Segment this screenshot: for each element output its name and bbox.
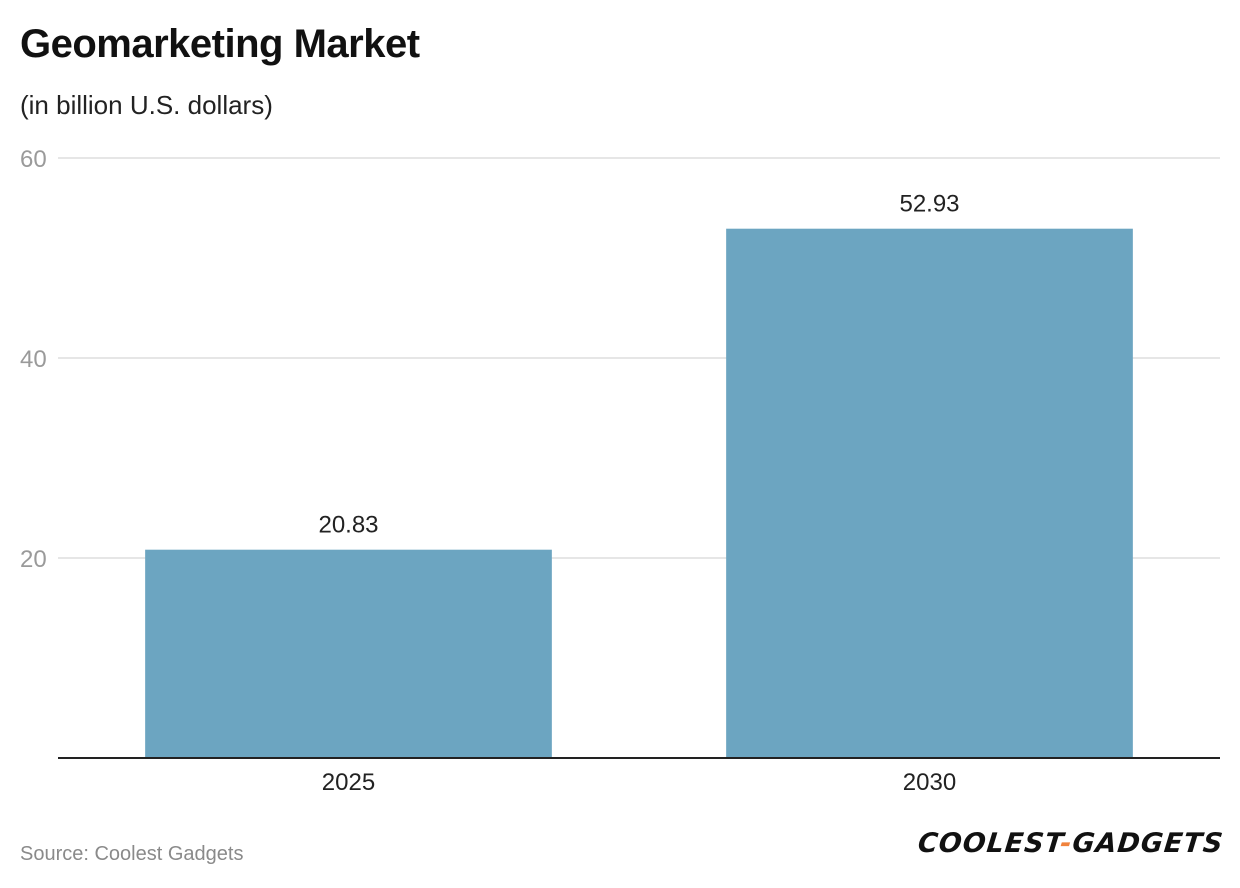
data-label-2030: 52.93 xyxy=(899,191,959,218)
data-label-2025: 20.83 xyxy=(318,512,378,539)
brand-logo: COOLEST-GADGETS xyxy=(916,828,1225,859)
source-note: Source: Coolest Gadgets xyxy=(20,843,244,865)
x-tick-label-2030: 2030 xyxy=(903,769,956,796)
y-tick-label-60: 60 xyxy=(20,146,47,173)
logo-text-part2: GADGETS xyxy=(1070,828,1226,859)
y-tick-label-20: 20 xyxy=(20,546,47,573)
chart-title: Geomarketing Market xyxy=(20,22,420,66)
chart-subtitle: (in billion U.S. dollars) xyxy=(20,90,273,120)
bar-2025 xyxy=(145,549,552,758)
bar-2030 xyxy=(726,228,1133,758)
y-tick-label-40: 40 xyxy=(20,346,47,373)
logo-text-part1: COOLEST xyxy=(916,828,1062,859)
x-tick-label-2025: 2025 xyxy=(322,769,375,796)
